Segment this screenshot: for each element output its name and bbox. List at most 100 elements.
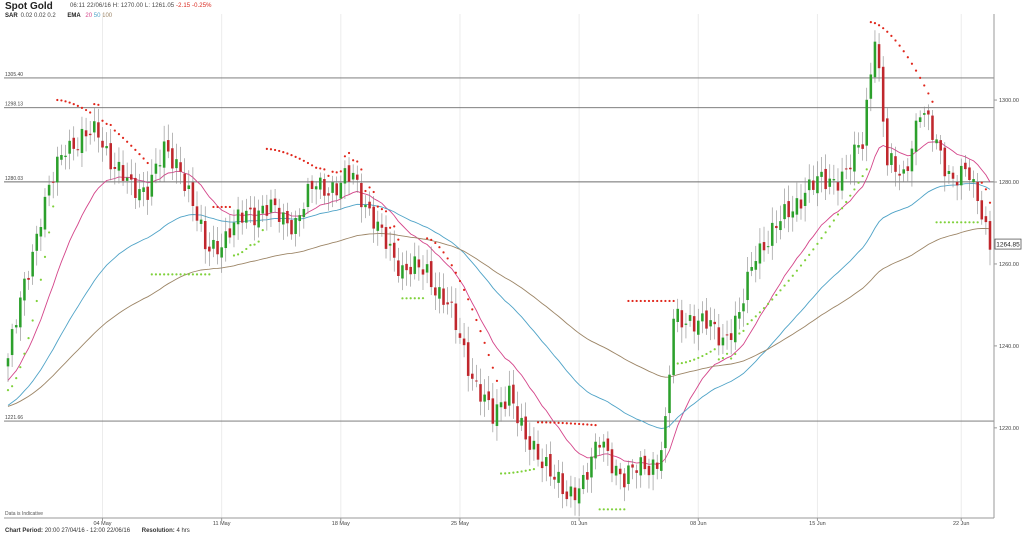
candle-body [770, 222, 774, 246]
sar-dot-up [775, 293, 778, 297]
sar-dot-up [512, 471, 515, 474]
candle-body [877, 44, 881, 69]
candle-body [894, 156, 897, 172]
candle-body [273, 198, 277, 206]
candle-body [984, 216, 988, 223]
candle-body [121, 165, 125, 181]
candle-body [224, 231, 228, 249]
candle-body [618, 468, 622, 475]
candle-body [323, 179, 326, 196]
sar-dot-up [253, 243, 256, 246]
sar-dot-down [212, 205, 215, 209]
sar-dot-up [857, 181, 860, 184]
candle-body [955, 181, 959, 186]
candle-body [717, 327, 721, 346]
candle-body [849, 167, 852, 170]
sar-dot-down [356, 160, 359, 163]
sar-dot-down [442, 251, 445, 254]
sar-dot-down [331, 170, 334, 173]
sar-dot-up [154, 273, 158, 276]
candle-body [902, 169, 905, 174]
sar-dot-down [980, 181, 983, 184]
candle-body [101, 140, 104, 148]
sar-dot-down [491, 366, 494, 369]
candle-body [528, 436, 532, 450]
candle-body [249, 207, 252, 210]
candle-body [27, 277, 30, 280]
sar-dot-up [951, 221, 955, 224]
indicator-legend: SAR 0.02 0.02 0.2 EMA 20 50 100 [5, 13, 112, 19]
sar-dot-down [586, 423, 589, 426]
candle-body [232, 222, 236, 236]
instrument-title: Spot Gold [5, 1, 53, 12]
candle-body [586, 472, 589, 480]
candle-body [10, 329, 14, 356]
sar-dot-down [224, 205, 227, 209]
sar-dot-up [853, 188, 856, 191]
sar-dot-up [783, 284, 786, 287]
candle-body [746, 271, 749, 301]
candle-body [972, 179, 975, 183]
candle-body [80, 128, 84, 154]
candle-body [976, 181, 979, 202]
candle-body [479, 384, 482, 402]
level-label: 1298.13 [5, 102, 23, 108]
sar-dot-up [713, 348, 716, 351]
candle-body [425, 264, 429, 273]
sar-dot-down [146, 161, 149, 165]
sar-dot-down [138, 153, 141, 156]
candle-body [105, 146, 108, 149]
sar-dot-down [310, 164, 314, 167]
candle-body [573, 487, 577, 501]
candle-body [795, 198, 799, 215]
sar-dot-up [232, 254, 236, 257]
x-tick-label: 22 Jun [953, 521, 970, 527]
sar-dot-up [795, 269, 798, 272]
candle-body [23, 278, 26, 301]
sar-dot-down [656, 299, 659, 303]
candle-body [47, 184, 51, 196]
candle-body [742, 303, 745, 312]
candle-body [162, 141, 166, 168]
sar-dot-up [758, 311, 762, 314]
sar-dot-down [265, 147, 268, 150]
sar-dot-up [742, 329, 745, 332]
candle-body [980, 200, 984, 220]
candle-body [635, 470, 638, 473]
sar-dot-up [602, 508, 605, 511]
sar-dot-down [438, 246, 441, 249]
sar-dot-up [717, 358, 720, 361]
candle-body [602, 441, 606, 448]
ema-20-line [7, 141, 991, 465]
candle-body [713, 321, 716, 325]
sar-dot-up [200, 273, 203, 276]
sar-dot-down [126, 140, 129, 143]
sar-dot-down [553, 421, 556, 424]
horizontal-levels: 1305.40 1298.13 1280.03 1221.66 [4, 72, 994, 422]
candle-body [709, 320, 712, 327]
sar-dot-down [425, 237, 429, 240]
candle-body [282, 212, 285, 225]
candle-body [376, 221, 380, 231]
sar-dot-down [565, 422, 568, 425]
sar-dot-up [195, 273, 199, 276]
sar-dot-up [163, 273, 166, 276]
sar-dot-up [762, 307, 766, 310]
sar-dot-down [80, 106, 84, 109]
candle-body [216, 241, 219, 255]
level-label: 1221.66 [5, 415, 23, 421]
candle-body [520, 417, 523, 426]
candle-body [943, 147, 947, 177]
candle-body [388, 243, 392, 246]
candle-body [146, 186, 149, 200]
candle-body [125, 177, 129, 181]
sar-dot-up [187, 273, 190, 276]
candle-body [914, 120, 918, 152]
candle-body [540, 461, 544, 469]
candle-body [129, 174, 133, 180]
sar-dot-up [861, 174, 864, 178]
candle-body [413, 256, 417, 274]
sar-dot-up [43, 255, 47, 258]
candle-body [60, 155, 63, 160]
